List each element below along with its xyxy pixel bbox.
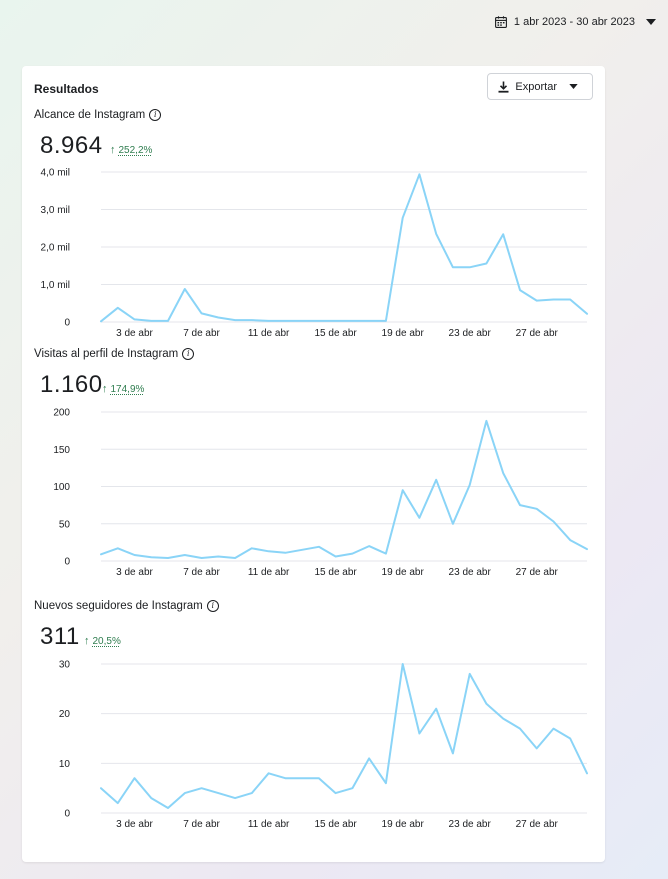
reach-change: ↑ 252,2% <box>110 144 152 156</box>
x-tick-label: 11 de abr <box>248 567 290 578</box>
profile-visits-title: Visitas al perfil de Instagram <box>34 348 179 360</box>
reach-section: Alcance de Instagram i 8.964 ↑ 252,2% 0 1… <box>22 106 605 346</box>
x-tick-label: 27 de abr <box>516 819 559 830</box>
y-tick-label: 0 <box>64 318 70 329</box>
profile-visits-section: Visitas al perfil de Instagram i 1.160 ↑… <box>22 345 605 585</box>
calendar-icon <box>494 16 507 28</box>
y-tick-label: 30 <box>59 660 71 671</box>
profile-visits-change-value: 174,9% <box>110 383 145 395</box>
y-tick-label: 4,0 mil <box>41 168 70 179</box>
info-icon[interactable]: i <box>206 600 219 612</box>
y-tick-label: 0 <box>64 557 70 568</box>
profile-visits-label: Visitas al perfil de Instagram i <box>34 348 195 360</box>
y-tick-label: 10 <box>59 759 71 770</box>
x-tick-label: 23 de abr <box>449 328 492 339</box>
x-tick-label: 7 de abr <box>183 819 220 830</box>
date-range-label: 1 abr 2023 - 30 abr 2023 <box>513 16 635 28</box>
series-line[interactable] <box>100 419 588 559</box>
y-tick-label: 0 <box>64 809 70 820</box>
profile-visits-total: 1.160 <box>40 371 103 398</box>
reach-change-value: 252,2% <box>118 144 153 156</box>
download-icon <box>498 81 509 93</box>
y-tick-label: 1,0 mil <box>41 280 70 291</box>
x-tick-label: 15 de abr <box>314 567 357 578</box>
reach-chart: 0 1,0 mil 2,0 mil 3,0 mil 4,0 mil 3 de abr 7 d… <box>41 168 588 339</box>
x-tick-label: 27 de abr <box>516 328 559 339</box>
x-tick-label: 7 de abr <box>183 567 220 578</box>
date-range-picker[interactable]: 1 abr 2023 - 30 abr 2023 <box>494 16 656 28</box>
x-tick-label: 7 de abr <box>183 328 220 339</box>
new-followers-label: Nuevos seguidores de Instagram i <box>34 600 219 612</box>
series-line[interactable] <box>100 663 588 809</box>
x-tick-label: 23 de abr <box>449 567 492 578</box>
x-tick-label: 27 de abr <box>516 567 559 578</box>
arrow-up-icon: ↑ <box>84 635 90 647</box>
new-followers-change: ↑ 20,5% <box>84 635 121 647</box>
reach-title: Alcance de Instagram <box>34 109 146 121</box>
new-followers-total: 311 <box>40 623 80 650</box>
x-tick-label: 15 de abr <box>314 328 357 339</box>
series-line[interactable] <box>100 173 588 323</box>
y-tick-label: 150 <box>53 445 70 456</box>
reach-label: Alcance de Instagram i <box>34 109 162 121</box>
x-tick-label: 19 de abr <box>382 328 425 339</box>
x-tick-label: 23 de abr <box>449 819 492 830</box>
arrow-up-icon: ↑ <box>102 383 108 395</box>
x-tick-label: 3 de abr <box>116 567 153 578</box>
new-followers-title: Nuevos seguidores de Instagram <box>34 600 203 612</box>
results-card: Resultados Exportar Alcance de Instagram… <box>22 66 605 862</box>
info-icon[interactable]: i <box>149 109 162 121</box>
arrow-up-icon: ↑ <box>110 144 116 156</box>
new-followers-chart: 0 10 20 30 3 de abr 7 de abr 11 de abr 15 de ab… <box>59 660 588 830</box>
x-tick-label: 19 de abr <box>382 567 425 578</box>
caret-down-icon <box>569 84 578 89</box>
export-label: Exportar <box>515 80 557 93</box>
profile-visits-chart: 0 50 100 150 200 3 de abr 7 de abr 11 de abr 15 … <box>53 408 588 578</box>
export-button[interactable]: Exportar <box>487 73 593 100</box>
y-tick-label: 20 <box>59 709 71 720</box>
y-tick-label: 100 <box>53 482 70 493</box>
new-followers-change-value: 20,5% <box>92 635 121 647</box>
x-tick-label: 19 de abr <box>382 819 425 830</box>
caret-down-icon <box>646 19 656 25</box>
info-icon[interactable]: i <box>182 348 195 360</box>
x-tick-label: 3 de abr <box>116 819 153 830</box>
x-tick-label: 3 de abr <box>116 328 153 339</box>
x-tick-label: 11 de abr <box>248 819 290 830</box>
x-tick-label: 15 de abr <box>314 819 357 830</box>
card-title: Resultados <box>34 82 99 96</box>
y-tick-label: 3,0 mil <box>41 205 70 216</box>
new-followers-section: Nuevos seguidores de Instagram i 311 ↑ 2… <box>22 597 605 847</box>
reach-total: 8.964 <box>40 132 103 159</box>
y-tick-label: 2,0 mil <box>41 243 70 254</box>
y-tick-label: 200 <box>53 408 70 419</box>
y-tick-label: 50 <box>59 519 71 530</box>
profile-visits-change: ↑ 174,9% <box>102 383 144 395</box>
x-tick-label: 11 de abr <box>248 328 290 339</box>
